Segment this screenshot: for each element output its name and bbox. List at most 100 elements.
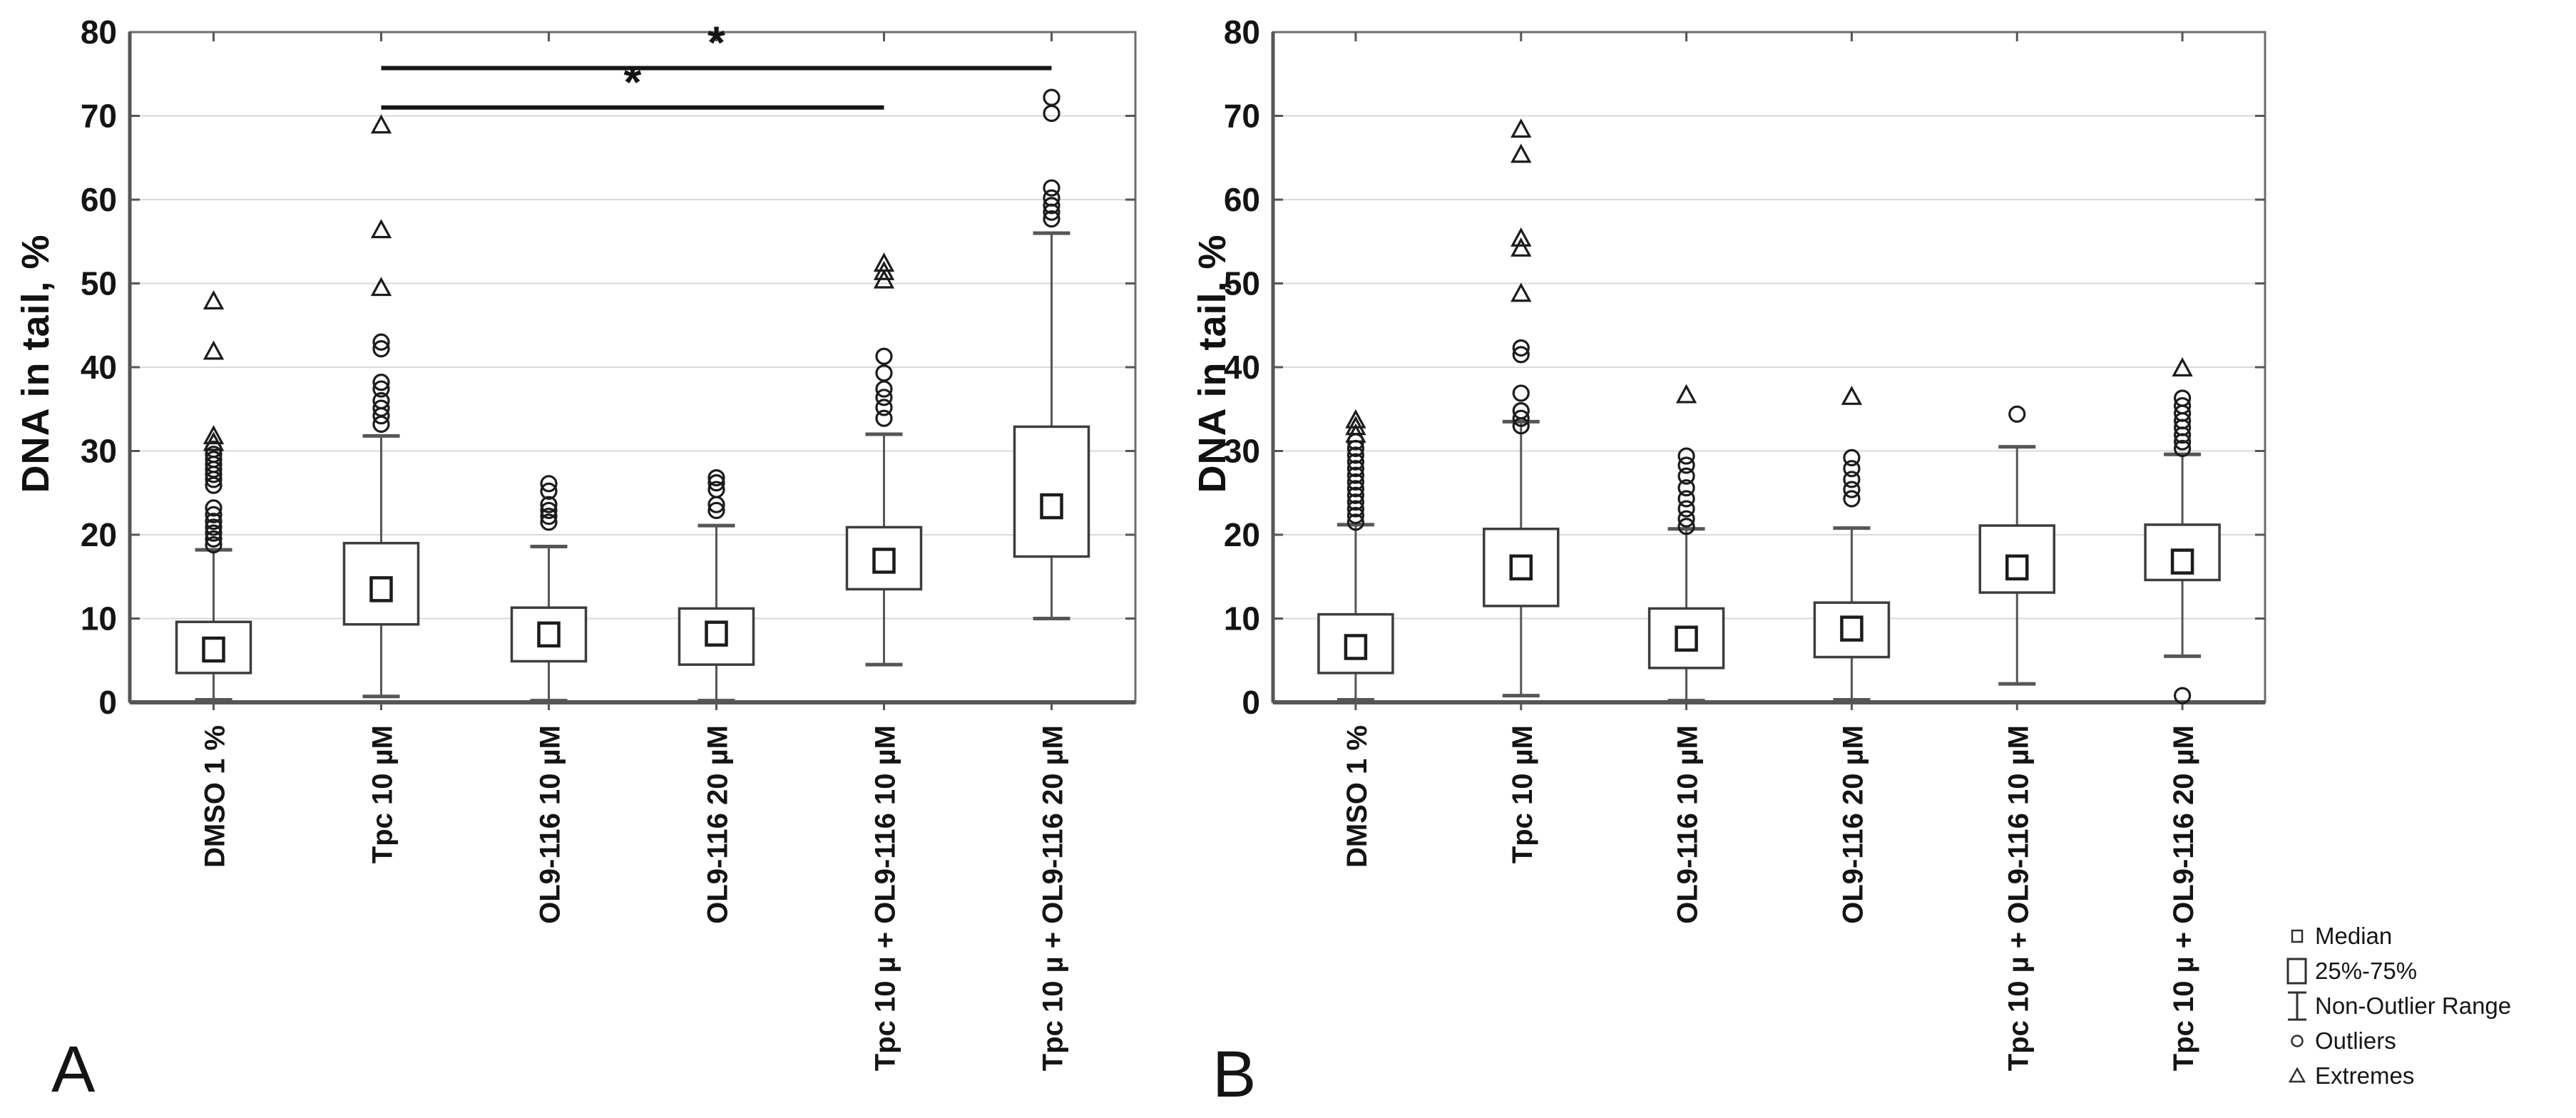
outlier-point bbox=[1512, 409, 1530, 427]
median-marker bbox=[872, 548, 896, 574]
y-tick-label: 50 bbox=[1224, 265, 1260, 302]
outlier-point bbox=[875, 409, 893, 427]
x-category-label: OL9-116 20 µM bbox=[1837, 725, 1869, 924]
outlier-point bbox=[1512, 346, 1530, 364]
y-tick-label: 60 bbox=[1224, 181, 1260, 218]
y-tick-label: 70 bbox=[81, 98, 117, 135]
gridlines bbox=[130, 115, 1135, 620]
y-tick-label: 10 bbox=[81, 600, 117, 637]
y-tick-label: 80 bbox=[1224, 14, 1260, 51]
x-category-label: DMSO 1 % bbox=[200, 725, 231, 868]
outlier-point bbox=[1043, 197, 1060, 215]
x-category-label: Tpc 10 µ + OL9-116 10 µM bbox=[2003, 725, 2034, 1071]
outlier-point bbox=[205, 506, 223, 523]
outlier-point bbox=[205, 535, 223, 554]
outlier-point bbox=[372, 340, 390, 358]
x-tick-labels: DMSO 1 % Tpc 10 µM OL9-116 10 µM OL9-116 20… bbox=[200, 725, 1069, 1071]
outlier-point bbox=[1043, 88, 1060, 106]
outlier-point bbox=[1843, 471, 1861, 488]
outlier-point bbox=[707, 468, 725, 487]
outlier-point bbox=[372, 333, 390, 351]
legend-label: Outliers bbox=[2315, 1027, 2396, 1054]
outlier-point bbox=[707, 501, 725, 520]
outlier-point bbox=[1346, 500, 1365, 518]
significance-star: * bbox=[707, 17, 725, 68]
outlier-point bbox=[1512, 384, 1530, 402]
box-group-3 bbox=[1647, 384, 1725, 703]
outlier-point bbox=[875, 364, 893, 382]
outlier-point bbox=[1346, 493, 1365, 511]
legend-label: Non-Outlier Range bbox=[2315, 992, 2512, 1019]
outlier-point bbox=[1677, 510, 1695, 528]
outlier-point bbox=[1346, 460, 1365, 478]
outlier-point bbox=[1043, 189, 1060, 207]
extreme-point bbox=[203, 290, 225, 309]
median-marker bbox=[537, 621, 561, 648]
x-category-label: Tpc 10 µ + OL9-116 20 µM bbox=[2168, 725, 2199, 1071]
significance-group: * bbox=[381, 56, 884, 110]
median-marker bbox=[1344, 634, 1368, 660]
extreme-point bbox=[1511, 282, 1532, 302]
outlier-point bbox=[1043, 104, 1060, 123]
outlier-point bbox=[1843, 490, 1861, 508]
y-tick-label: 70 bbox=[1224, 98, 1260, 135]
extreme-point bbox=[1345, 409, 1366, 429]
outlier-point bbox=[1512, 401, 1530, 420]
box-group-2 bbox=[342, 114, 420, 699]
x-category-label: OL9-116 10 µM bbox=[535, 725, 566, 924]
median-marker bbox=[2005, 554, 2029, 581]
legend-item-extremes: Extremes bbox=[2279, 1058, 2572, 1093]
x-category-label: Tpc 10 µM bbox=[367, 725, 399, 863]
outlier-point bbox=[205, 530, 223, 548]
median-square-icon bbox=[2279, 920, 2315, 953]
outlier-point bbox=[372, 380, 390, 398]
legend-label: 25%-75% bbox=[2315, 957, 2418, 984]
y-tick-labels: 0 10 20 30 40 50 60 70 80 bbox=[81, 14, 117, 721]
y-tick-label: 0 bbox=[98, 684, 117, 721]
outlier-point bbox=[1843, 460, 1861, 478]
outlier-point bbox=[1043, 210, 1060, 228]
outlier-point bbox=[1043, 179, 1060, 197]
panel-b-y-axis-title: DNA in tail, % bbox=[1191, 234, 1234, 493]
extreme-point bbox=[203, 431, 225, 451]
outlier-point bbox=[372, 399, 390, 417]
y-tick-label: 20 bbox=[1224, 516, 1260, 553]
outlier-circle-icon bbox=[2279, 1025, 2315, 1057]
outlier-point bbox=[1843, 481, 1861, 498]
box-group-4 bbox=[678, 468, 755, 703]
panel-b-boxplot: 0 10 20 30 40 50 60 70 80 DMSO 1 % Tpc 10 µM OL9-11… bbox=[1224, 14, 2266, 1071]
outlier-point bbox=[372, 391, 390, 410]
x-category-label: OL9-116 10 µM bbox=[1672, 725, 1704, 924]
legend-item-outliers: Outliers bbox=[2279, 1023, 2572, 1058]
outlier-point bbox=[540, 475, 558, 493]
iqr-box bbox=[1013, 425, 1090, 558]
y-tick-label: 50 bbox=[81, 265, 117, 302]
outlier-point bbox=[2008, 405, 2026, 423]
median-marker bbox=[2170, 548, 2194, 575]
whisker-ibeam-icon bbox=[2279, 990, 2315, 1022]
y-tick-label: 60 bbox=[81, 181, 117, 218]
box-group-3 bbox=[510, 475, 588, 703]
y-tick-label: 80 bbox=[81, 14, 117, 51]
y-tick-labels: 0 10 20 30 40 50 60 70 80 bbox=[1224, 14, 1260, 721]
box-square-icon bbox=[2279, 955, 2315, 988]
outlier-point bbox=[540, 513, 558, 531]
extreme-point bbox=[370, 277, 392, 297]
x-category-label: DMSO 1 % bbox=[1341, 725, 1373, 868]
outlier-point bbox=[1677, 456, 1695, 474]
y-tick-label: 40 bbox=[1224, 349, 1260, 386]
panel-a-y-axis-title: DNA in tail, % bbox=[14, 234, 57, 493]
outlier-point bbox=[707, 474, 725, 492]
outlier-point bbox=[540, 496, 558, 513]
outlier-point bbox=[372, 374, 390, 391]
plot-frame bbox=[1271, 31, 2266, 710]
outlier-point bbox=[205, 499, 223, 517]
extreme-point bbox=[203, 425, 225, 445]
y-tick-label: 10 bbox=[1224, 600, 1260, 637]
extreme-point bbox=[1511, 227, 1532, 247]
extreme-triangle-icon bbox=[2279, 1060, 2315, 1092]
box-group-5 bbox=[1978, 405, 2055, 686]
outlier-point bbox=[1346, 446, 1365, 464]
extreme-point bbox=[1511, 143, 1532, 163]
